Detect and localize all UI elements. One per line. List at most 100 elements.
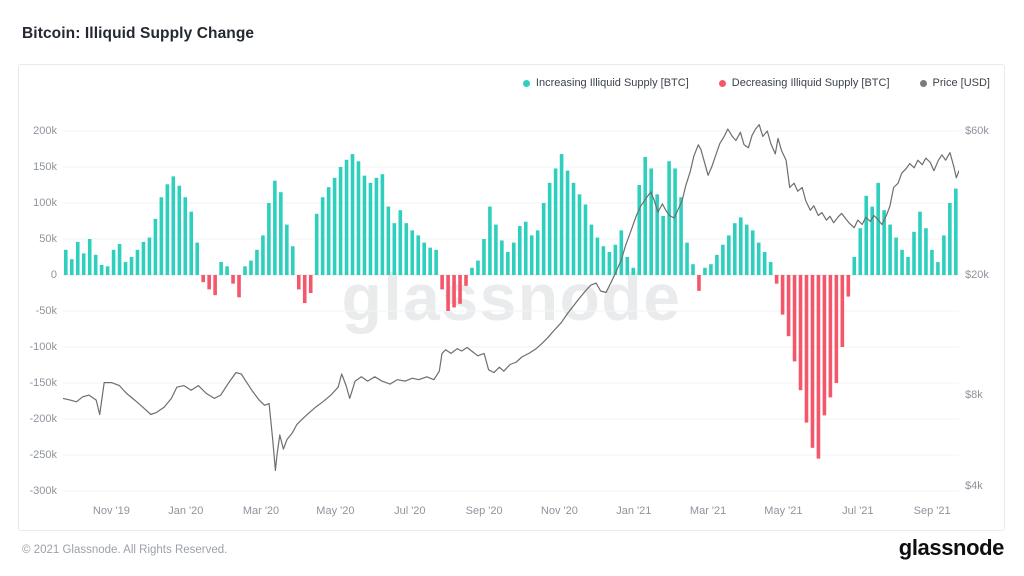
legend-label: Increasing Illiquid Supply [BTC] [535, 77, 689, 89]
left-axis-tick-label: 150k [33, 161, 57, 173]
increasing-supply-bar [631, 267, 636, 275]
increasing-supply-bar [894, 237, 898, 275]
chart-plot-area[interactable] [63, 111, 959, 497]
legend-item-2[interactable]: Price [USD] [919, 77, 990, 89]
increasing-supply-bar [392, 223, 397, 275]
increasing-supply-bar [691, 264, 695, 275]
increasing-supply-bar [625, 257, 630, 275]
increasing-supply-bar [523, 221, 528, 275]
increasing-supply-bar [930, 249, 934, 275]
increasing-supply-bar [954, 188, 958, 275]
x-axis-tick-label: Jan '21 [616, 505, 652, 517]
increasing-supply-bar [858, 228, 863, 275]
x-axis-tick-label: Nov '19 [92, 505, 130, 517]
decreasing-supply-bar [231, 275, 235, 284]
increasing-supply-bar [547, 182, 552, 275]
increasing-supply-bar [476, 260, 480, 275]
increasing-supply-bar [649, 168, 653, 275]
increasing-supply-bar [948, 203, 952, 275]
left-axis-tick-label: 0 [50, 269, 57, 281]
x-axis-tick-label: Mar '20 [242, 505, 280, 517]
legend-marker-icon [919, 79, 927, 87]
increasing-supply-bar [667, 161, 671, 275]
increasing-supply-bar [87, 239, 92, 275]
increasing-supply-bar [768, 262, 773, 275]
increasing-supply-bar [607, 251, 612, 275]
increasing-supply-bar [673, 168, 677, 275]
increasing-supply-bar [338, 167, 343, 275]
increasing-supply-bar [326, 187, 331, 275]
increasing-supply-bar [715, 254, 719, 275]
legend-item-1[interactable]: Decreasing Illiquid Supply [BTC] [718, 77, 890, 89]
increasing-supply-bar [75, 241, 80, 275]
increasing-supply-bar [870, 206, 874, 275]
left-axis-tick-label: -100k [29, 341, 57, 353]
legend-item-0[interactable]: Increasing Illiquid Supply [BTC] [522, 77, 689, 89]
increasing-supply-bar [183, 197, 188, 275]
increasing-supply-bar [374, 177, 379, 275]
increasing-supply-bar [255, 249, 259, 275]
decreasing-supply-bar [201, 275, 205, 283]
increasing-supply-bar [129, 257, 134, 275]
right-axis-tick-label: $20k [965, 269, 989, 281]
increasing-supply-bar [733, 223, 737, 275]
glassnode-watermark: glassnode [341, 260, 682, 334]
right-y-axis: $60k $20k $8k $4k [963, 111, 1007, 497]
decreasing-supply-bar [458, 275, 462, 304]
decreasing-supply-bar [846, 275, 851, 297]
increasing-supply-bar [565, 170, 570, 275]
increasing-supply-bar [535, 230, 540, 275]
increasing-supply-bar [279, 192, 283, 275]
increasing-supply-bar [906, 257, 910, 275]
left-axis-tick-label: -50k [35, 305, 57, 317]
decreasing-supply-bar [792, 275, 797, 362]
increasing-supply-bar [69, 259, 74, 275]
increasing-supply-bar [512, 242, 516, 275]
increasing-supply-bar [314, 213, 319, 275]
legend-label: Price [USD] [932, 77, 990, 89]
increasing-supply-bar [386, 206, 391, 275]
decreasing-supply-bar [213, 275, 217, 296]
increasing-supply-bar [111, 249, 116, 275]
x-axis-tick-label: Sep '21 [913, 505, 951, 517]
increasing-supply-bar [320, 197, 325, 275]
increasing-supply-bar [882, 210, 886, 275]
decreasing-supply-bar [786, 275, 791, 337]
increasing-supply-bar [410, 230, 415, 275]
x-axis-tick-label: Nov '20 [540, 505, 578, 517]
increasing-supply-bar [918, 211, 922, 275]
increasing-supply-bar [661, 215, 665, 275]
increasing-supply-bar [159, 197, 164, 275]
increasing-supply-bar [876, 182, 880, 275]
increasing-supply-bar [924, 228, 928, 275]
increasing-supply-bar [350, 154, 355, 275]
increasing-supply-bar [135, 249, 140, 275]
increasing-supply-bar [225, 266, 229, 275]
chart-legend: Increasing Illiquid Supply [BTC] Decreasi… [522, 77, 990, 89]
right-axis-tick-label: $8k [965, 389, 983, 402]
increasing-supply-bar [571, 182, 576, 275]
left-y-axis: 200k 150k 100k 50k 0 -50k -100k -150k -200k -250k… [19, 111, 59, 497]
increasing-supply-bar [852, 257, 857, 275]
decreasing-supply-bar [308, 275, 313, 293]
decreasing-supply-bar [452, 275, 456, 308]
decreasing-supply-bar [302, 275, 307, 304]
increasing-supply-bar [762, 251, 767, 275]
decreasing-supply-bar [810, 275, 815, 448]
left-axis-tick-label: -200k [29, 413, 57, 425]
price-line [63, 124, 959, 472]
increasing-supply-bar [422, 242, 426, 275]
increasing-supply-bar [141, 241, 146, 275]
increasing-supply-bar [655, 194, 659, 275]
increasing-supply-bar [553, 168, 558, 275]
increasing-supply-bar [727, 235, 731, 275]
decreasing-supply-bar [446, 275, 450, 311]
increasing-supply-bar [290, 246, 295, 275]
increasing-supply-bar [559, 154, 564, 275]
left-axis-tick-label: 100k [33, 197, 57, 209]
increasing-supply-bar [864, 195, 869, 275]
left-axis-tick-label: -150k [29, 377, 57, 389]
increasing-supply-bar [362, 175, 367, 275]
increasing-supply-bar [500, 240, 504, 275]
left-axis-tick-label: -300k [29, 485, 57, 497]
